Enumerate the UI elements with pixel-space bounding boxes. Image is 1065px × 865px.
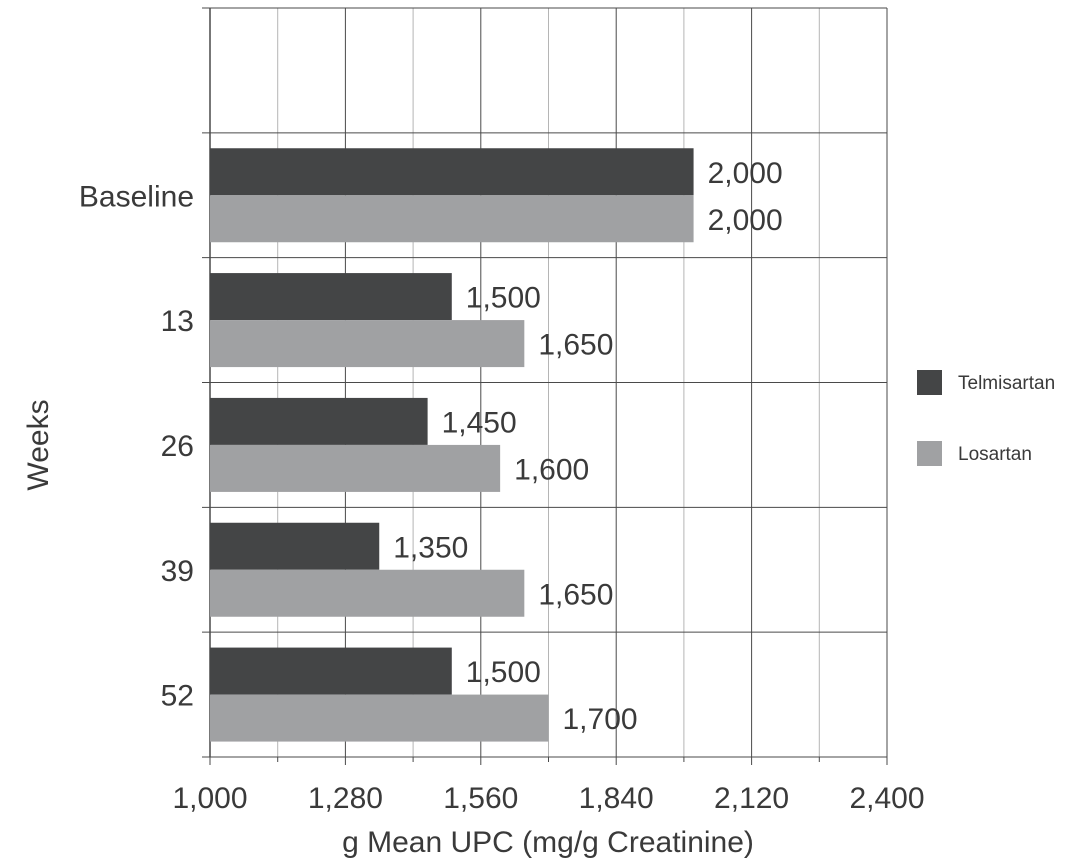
bar-telmisartan: [210, 273, 452, 321]
x-tick-label: 1,560: [443, 782, 518, 815]
data-label: 1,500: [466, 656, 541, 689]
data-label: 1,450: [442, 406, 517, 439]
x-tick-labels: 1,000 1,280 1,560 1,840 2,120 2,400: [172, 782, 924, 815]
category-label: 39: [161, 555, 194, 588]
x-tick-label: 2,120: [714, 782, 789, 815]
x-tick-label: 1,280: [308, 782, 383, 815]
bar-telmisartan: [210, 647, 452, 695]
x-tick-label: 2,400: [849, 782, 924, 815]
legend-swatch-telmisartan: [917, 370, 942, 395]
data-labels: 2,000 2,000 1,500 1,650 1,450 1,600 1,350 1,650…: [393, 157, 782, 736]
data-label: 1,650: [538, 578, 613, 611]
category-label: 26: [161, 430, 194, 463]
bar-losartan: [210, 694, 549, 742]
bars: [210, 148, 694, 742]
category-label: 52: [161, 680, 194, 713]
data-label: 1,500: [466, 282, 541, 315]
category-labels: Baseline 13 26 39 52: [79, 180, 194, 712]
bar-losartan: [210, 320, 525, 368]
x-tick-label: 1,840: [579, 782, 654, 815]
legend-label: Telmisartan: [958, 373, 1055, 394]
legend-swatch-losartan: [917, 441, 942, 466]
data-label: 1,600: [514, 453, 589, 486]
data-label: 1,350: [393, 531, 468, 564]
legend-label: Losartan: [958, 444, 1032, 465]
grid: [202, 7, 888, 765]
bar-telmisartan: [210, 148, 694, 196]
data-label: 2,000: [708, 204, 783, 237]
data-label: 1,700: [563, 703, 638, 736]
x-axis-title: g Mean UPC (mg/g Creatinine): [342, 826, 754, 859]
y-axis-title: Weeks: [22, 399, 55, 490]
bar-telmisartan: [210, 397, 428, 445]
bar-telmisartan: [210, 522, 380, 570]
x-tick-label: 1,000: [172, 782, 247, 815]
legend: Telmisartan Losartan: [917, 370, 1055, 466]
bar-losartan: [210, 569, 525, 617]
bar-losartan: [210, 444, 501, 492]
bar-losartan: [210, 195, 694, 243]
data-label: 2,000: [708, 157, 783, 190]
category-label: 13: [161, 305, 194, 338]
category-label: Baseline: [79, 180, 194, 213]
data-label: 1,650: [538, 329, 613, 362]
